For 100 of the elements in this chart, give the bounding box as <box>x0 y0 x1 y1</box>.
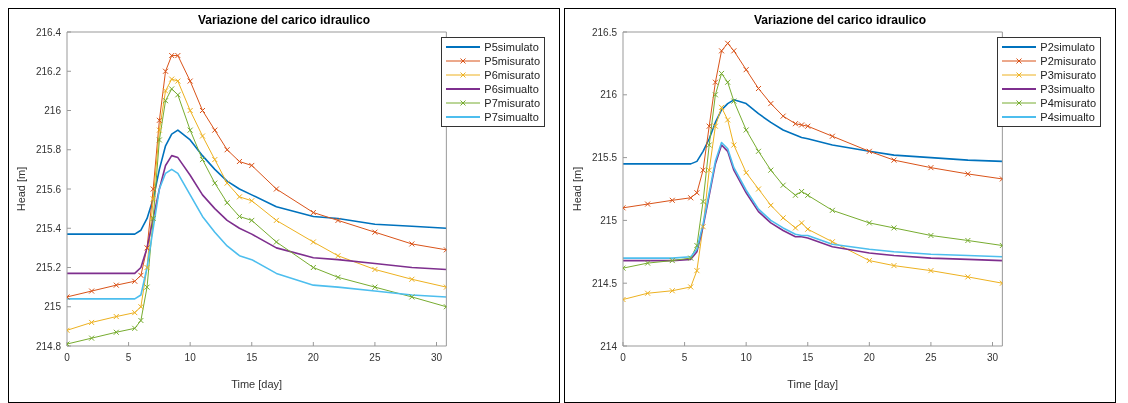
point <box>730 47 737 54</box>
point <box>700 223 707 230</box>
point <box>88 319 95 326</box>
x-tick-label: 30 <box>430 352 443 364</box>
point <box>767 202 774 209</box>
point <box>310 209 317 216</box>
point <box>273 217 280 224</box>
point <box>156 117 163 124</box>
y-tick-label: 216 <box>44 105 62 117</box>
point <box>162 87 169 94</box>
point <box>131 309 138 316</box>
point <box>273 186 280 192</box>
point <box>137 272 144 279</box>
point <box>144 264 151 271</box>
point <box>88 335 95 342</box>
y-tick-label: 214.8 <box>35 340 62 352</box>
point <box>162 68 169 75</box>
point <box>687 255 694 262</box>
point <box>718 47 725 54</box>
point <box>669 287 676 294</box>
point <box>162 97 169 104</box>
legend-label: P5misurato <box>484 54 540 68</box>
point <box>236 158 243 165</box>
point <box>724 79 731 86</box>
point <box>712 79 719 86</box>
point <box>693 242 700 249</box>
y-tick-label: 214.5 <box>591 277 618 289</box>
point <box>408 276 415 283</box>
point <box>371 284 378 291</box>
point <box>767 100 774 107</box>
point <box>755 186 762 192</box>
point <box>755 148 762 155</box>
point <box>964 237 971 244</box>
y-tick-label: 215.4 <box>35 222 62 234</box>
point <box>927 267 934 274</box>
point <box>644 201 651 208</box>
point <box>927 232 934 239</box>
point <box>156 127 163 134</box>
y-axis-title: Head [m] <box>570 166 583 212</box>
point <box>113 313 120 320</box>
x-tick-label: 0 <box>620 352 627 364</box>
point <box>724 116 731 123</box>
point <box>964 170 971 177</box>
point <box>113 282 120 289</box>
legend-label: P3simualto <box>1040 82 1095 96</box>
legend-label: P5simulato <box>484 40 539 54</box>
point <box>712 123 719 130</box>
point <box>706 142 713 149</box>
point <box>187 78 194 85</box>
point <box>743 169 750 176</box>
point <box>156 136 163 143</box>
point <box>964 273 971 280</box>
point <box>150 186 157 192</box>
line-series <box>623 99 1003 165</box>
x-tick-label: 5 <box>125 352 132 364</box>
point <box>273 238 280 245</box>
point <box>113 329 120 336</box>
y-tick-label: 215.8 <box>35 144 62 156</box>
legend-label: P7misurato <box>484 96 540 110</box>
point <box>743 66 750 73</box>
y-axis-title: Head [m] <box>14 166 27 212</box>
y-tick-label: 216.4 <box>35 26 62 38</box>
x-tick-label: 10 <box>740 352 753 364</box>
point <box>718 70 725 77</box>
y-tick-label: 215.5 <box>591 152 618 164</box>
point <box>724 40 731 47</box>
point <box>144 244 151 251</box>
chart-title: Variazione del carico idraulico <box>752 13 928 27</box>
x-tick-label: 15 <box>246 352 258 364</box>
point <box>780 214 787 221</box>
point <box>798 219 805 226</box>
point <box>144 284 151 291</box>
point <box>248 217 255 224</box>
x-tick-label: 25 <box>369 352 381 364</box>
point <box>792 224 799 231</box>
point <box>187 127 194 134</box>
y-tick-label: 214 <box>600 340 618 352</box>
point <box>927 164 934 171</box>
point <box>187 107 194 114</box>
point <box>792 192 799 199</box>
point <box>137 303 144 310</box>
legend-label: P7simualto <box>484 110 539 124</box>
point <box>718 104 725 111</box>
point <box>174 91 181 98</box>
point <box>248 162 255 169</box>
y-tick-label: 215 <box>44 301 62 313</box>
legend-label: P6misurato <box>484 68 540 82</box>
legend-label: P3misurato <box>1040 68 1096 82</box>
point <box>131 278 138 285</box>
point <box>644 290 651 297</box>
point <box>687 194 694 201</box>
point <box>866 219 873 226</box>
y-tick-label: 216.2 <box>35 65 62 77</box>
point <box>150 195 157 202</box>
legend-label: P2misurato <box>1040 54 1096 68</box>
x-tick-label: 15 <box>802 352 814 364</box>
point <box>706 167 713 174</box>
y-tick-label: 215.2 <box>35 262 62 274</box>
legend-label: P2simulato <box>1040 40 1095 54</box>
point <box>866 148 873 155</box>
